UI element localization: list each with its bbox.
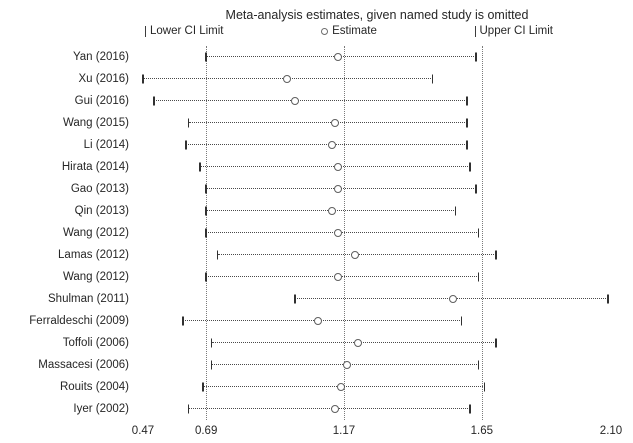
study-label: Hirata (2014) (61, 160, 129, 173)
estimate-marker (328, 141, 337, 149)
ci-interval-line (206, 232, 479, 233)
study-label: Lamas (2012) (58, 249, 129, 261)
estimate-marker (282, 75, 291, 83)
estimate-marker (449, 295, 458, 303)
upper-ci-cap (466, 140, 468, 150)
ci-interval-line (183, 320, 462, 321)
lower-ci-cap (216, 250, 219, 260)
study-label: Wang (2012) (62, 227, 129, 239)
lower-ci-cap (185, 140, 187, 150)
upper-ci-cap (477, 360, 480, 370)
legend-lower-ci-label: Lower CI Limit (150, 25, 224, 37)
study-label: Wang (2015) (62, 117, 129, 129)
legend-lower-ci: Lower CI Limit (145, 25, 224, 37)
lower-ci-cap (142, 74, 144, 84)
x-axis-tick-label: 2.10 (599, 425, 623, 437)
legend-upper-ci-label: Upper CI Limit (479, 25, 554, 37)
study-label: Yan (2016) (72, 51, 129, 63)
upper-ci-cap (454, 206, 457, 216)
lower-ci-cap (202, 382, 204, 392)
legend-estimate-label: Estimate (332, 25, 377, 37)
upper-ci-cap (495, 250, 497, 260)
x-axis-tick-label: 0.47 (131, 425, 155, 437)
estimate-marker (334, 53, 343, 61)
lower-ci-cap (205, 272, 207, 282)
estimate-marker (334, 273, 343, 281)
upper-ci-cap (483, 382, 486, 392)
upper-ci-cap (469, 404, 471, 414)
ci-interval-line (188, 408, 471, 409)
legend-upper-ci: Upper CI Limit (474, 25, 554, 37)
estimate-circle-icon (321, 27, 329, 35)
study-label: Toffoli (2006) (62, 337, 129, 349)
x-axis-tick-label: 1.65 (470, 425, 493, 437)
ci-interval-line (154, 100, 468, 101)
study-label: Rouits (2004) (59, 381, 129, 393)
legend-estimate: Estimate (321, 25, 377, 37)
study-labels-column: Yan (2016) Xu (2016) Gui (2016) Wang (2015)… (0, 46, 133, 420)
upper-ci-cap (607, 294, 609, 304)
estimate-marker (291, 97, 300, 105)
estimate-marker (354, 339, 363, 347)
lower-ci-cap (205, 228, 207, 238)
study-label: Gui (2016) (74, 95, 129, 107)
estimate-marker (334, 185, 343, 193)
study-label: Massacesi (2006) (38, 359, 129, 371)
x-axis-tick-label: 0.69 (194, 425, 218, 437)
lower-ci-cap (205, 52, 207, 62)
x-axis: 0.47 0.69 1.17 1.65 2.10 (132, 425, 622, 441)
upper-ci-cap (460, 316, 463, 326)
study-label: Li (2014) (83, 139, 129, 151)
upper-ci-tick-icon (474, 25, 476, 37)
ci-interval-line (211, 342, 497, 343)
estimate-marker (314, 317, 323, 325)
estimate-marker (334, 162, 343, 171)
lower-ci-cap (205, 206, 207, 216)
lower-ci-cap (294, 294, 296, 304)
upper-ci-cap (475, 184, 477, 194)
plot-area (142, 46, 611, 420)
chart-title: Meta-analysis estimates, given named stu… (225, 8, 529, 22)
ci-interval-line (186, 144, 468, 145)
estimate-marker (337, 383, 346, 391)
study-label: Xu (2016) (78, 73, 129, 85)
upper-ci-cap (475, 52, 477, 62)
lower-ci-cap (210, 360, 213, 370)
upper-ci-cap (469, 162, 471, 172)
upper-ci-cap (477, 228, 480, 238)
study-label: Wang (2012) (62, 271, 129, 283)
estimate-marker (331, 405, 340, 413)
study-label: Qin (2013) (74, 205, 129, 217)
estimate-marker (331, 119, 340, 127)
upper-ci-cap (466, 96, 468, 106)
upper-ci-cap (495, 338, 497, 348)
lower-ci-cap (199, 162, 201, 172)
reference-line (343, 46, 345, 420)
estimate-marker (351, 251, 360, 259)
upper-ci-cap (466, 118, 468, 128)
upper-ci-cap (431, 74, 434, 84)
estimate-marker (334, 229, 343, 237)
reference-line (481, 46, 483, 420)
reference-line (206, 46, 208, 420)
lower-ci-cap (182, 316, 184, 326)
x-axis-tick-label: 1.17 (332, 425, 356, 437)
estimate-marker (328, 207, 337, 215)
lower-ci-cap (205, 184, 207, 194)
ci-interval-line (206, 276, 479, 277)
chart-legend: Lower CI Limit Estimate Upper CI Limit (145, 25, 553, 37)
study-label: Shulman (2011) (48, 293, 129, 305)
ci-interval-line (188, 122, 468, 123)
study-label: Iyer (2002) (73, 403, 129, 415)
lower-ci-tick-icon (145, 25, 146, 37)
lower-ci-cap (210, 338, 213, 348)
study-label: Ferraldeschi (2009) (29, 315, 129, 327)
study-label: Gao (2013) (70, 183, 129, 195)
estimate-marker (342, 361, 351, 369)
lower-ci-cap (187, 404, 190, 414)
upper-ci-cap (477, 272, 480, 282)
lower-ci-cap (187, 118, 190, 128)
lower-ci-cap (153, 96, 155, 106)
